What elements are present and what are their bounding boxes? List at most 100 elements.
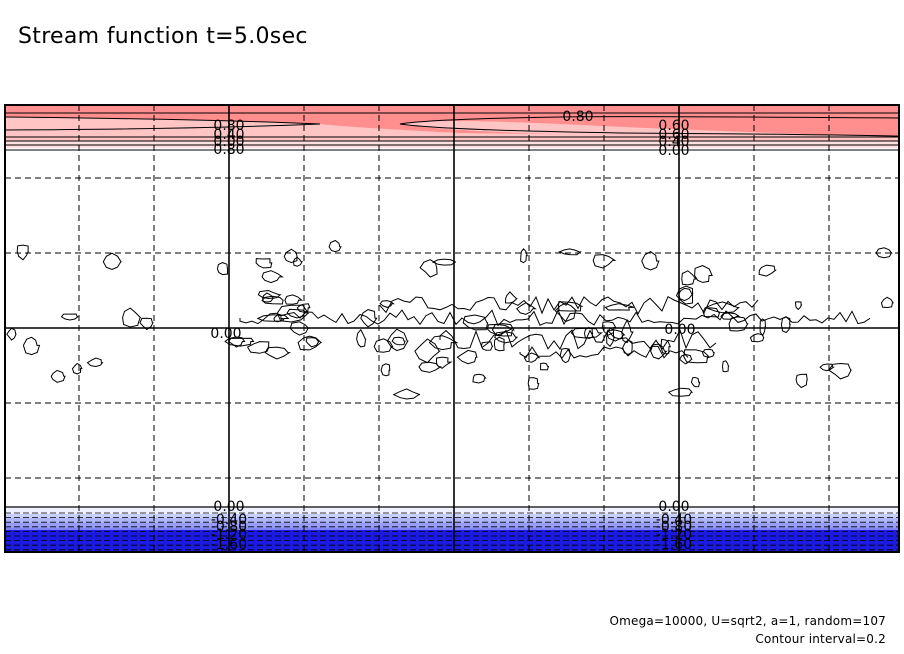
bottom-contour-label: -0.40 [656,512,692,528]
contour-blob [472,373,487,384]
contour-blob [71,362,83,375]
bottom-contour-label: 0.00 [658,499,689,515]
positive-top-fill [5,105,899,113]
contour-blob [297,335,323,351]
contour-blob [720,312,741,320]
contour-blob [650,343,668,360]
contour-blob [102,252,122,271]
top-contour-label: 0.00 [658,143,689,159]
contour-blob [284,294,304,305]
small-contours [6,239,895,400]
contour-wave [439,328,717,351]
contour-blob [559,347,571,364]
bottom-contour-label: -0.80 [211,519,247,535]
contour-blob [721,360,730,373]
contour-blob [681,270,697,286]
top-contour-label: 0.80 [562,109,593,125]
contour-blob [292,256,303,267]
negative-fill-band [5,522,899,528]
contour-blob [435,356,453,369]
top-contour-label: 0.60 [658,127,689,143]
contour-blob [678,287,694,302]
contour-line [5,116,321,131]
equator-contour-label: 0.00 [664,322,695,338]
contour-blob [16,244,29,261]
contour-blob [257,289,282,300]
contour-blob [286,308,308,319]
equator-contour-label: 0.00 [210,326,241,342]
contour-blob [604,303,635,311]
contour-blob [373,338,394,353]
contour-wave [379,295,759,315]
contour-blob [289,321,310,336]
negative-fill-band [5,513,899,519]
contour-blob [256,314,290,322]
contour-blob [601,321,617,336]
contour-blob [224,337,255,347]
contour-blob [694,265,713,283]
negative-fill-band [5,517,899,524]
contour-wave [519,345,689,359]
top-contour-label: 0.60 [658,118,689,134]
top-contour-label: 0.40 [213,127,244,143]
contour-line [399,116,899,137]
contour-blob [486,323,513,336]
negative-core-fill [5,530,899,552]
contour-blob [480,341,494,351]
chart-title: Stream function t=5.0sec [18,24,308,49]
contour-blob [520,248,528,264]
contour-blob [216,262,229,276]
bottom-contour-label: -1.60 [211,537,247,553]
contour-blob [261,295,284,305]
top-contour-label: 0.80 [213,118,244,134]
plot-frame [4,104,900,553]
contour-blob [795,373,808,389]
contour-blob [246,341,270,354]
contour-blob [678,353,693,365]
contour-blob [690,377,701,388]
contour-blob [527,377,540,390]
contour-blob [122,307,142,328]
contour-blob [794,301,803,311]
bottom-contour-label: -1.20 [211,527,247,543]
contour-blob [704,301,741,314]
contour-blob [86,357,104,368]
bottom-contour-label: -1.20 [656,527,692,543]
contour-blob [60,313,80,321]
contour-blob [428,335,459,351]
top-contour-label: 0.00 [213,134,244,150]
contour-blob [305,337,320,348]
contour-blob [780,316,791,334]
contour-blob [356,328,367,348]
contour-blob [493,336,505,352]
contour-blob [592,254,617,269]
contour-wave [239,308,871,327]
contour-blob [701,348,715,359]
contour-blob [540,362,550,371]
contour-blob [504,291,518,304]
contour-blob [675,285,694,305]
bottom-contour-label: 0.00 [213,499,244,515]
contour-blob [392,388,421,400]
grid-lines [5,105,899,552]
bottom-contour-label: -1.60 [656,537,692,553]
contour-blob [875,247,893,259]
contour-blob [759,318,767,337]
contour-blob [557,301,584,312]
contour-blob [22,336,41,356]
contour-blob [328,239,342,253]
contour-blob [139,317,154,331]
contour-blob [606,327,615,348]
top-contour-label: 0.40 [658,134,689,150]
contour-blob [283,248,298,264]
contour-blob [516,302,537,315]
contour-blob [6,327,17,341]
contour-blob [558,248,582,256]
parameter-note: Omega=10000, U=sqrt2, a=1, random=107 [609,614,886,628]
contour-blob [491,323,515,337]
contour-blob [827,362,852,380]
contour-blob [360,309,378,328]
contour-blob [749,333,765,343]
contour-blob [880,296,895,309]
